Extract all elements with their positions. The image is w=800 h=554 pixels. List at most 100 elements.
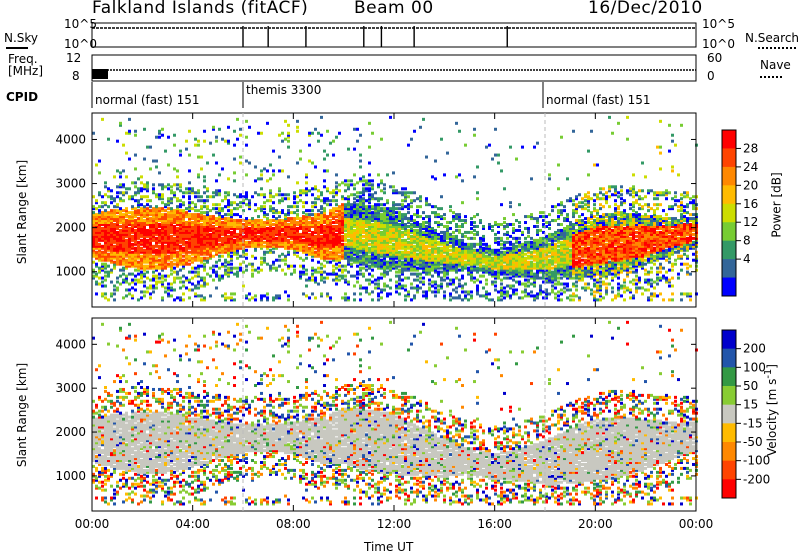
- power-cell: [227, 177, 230, 180]
- power-cell: [209, 215, 212, 218]
- power-cell: [173, 288, 176, 291]
- power-cell: [245, 269, 248, 272]
- power-cell: [257, 267, 260, 270]
- power-cell: [263, 245, 266, 248]
- power-cell: [212, 191, 215, 194]
- power-cell: [110, 195, 113, 198]
- power-cell: [200, 265, 203, 268]
- power-cell: [176, 197, 179, 200]
- power-cell: [143, 294, 146, 297]
- power-cell: [227, 209, 230, 212]
- power-cell: [176, 169, 179, 172]
- power-cell: [140, 271, 143, 274]
- power-cell: [179, 296, 182, 299]
- power-cell: [140, 175, 143, 178]
- power-cell: [236, 267, 239, 270]
- power-cell: [143, 249, 146, 252]
- power-cell: [260, 257, 263, 260]
- power-cell: [233, 179, 236, 182]
- power-cell: [215, 140, 218, 143]
- power-cell: [131, 195, 134, 198]
- power-cell: [203, 257, 206, 260]
- power-cell: [95, 251, 98, 254]
- power-cell: [212, 154, 215, 157]
- power-cell: [230, 292, 233, 295]
- power-cell: [230, 255, 233, 258]
- plot-canvas: 1000200030004000 100020003000400000:00 04…: [0, 0, 800, 554]
- power-cell: [146, 290, 149, 293]
- power-cell: [185, 241, 188, 244]
- power-cell: [212, 203, 215, 206]
- power-cell: [149, 292, 152, 295]
- power-cell: [101, 281, 104, 284]
- power-cell: [263, 201, 266, 204]
- power-cell: [269, 249, 272, 252]
- power-cell: [260, 132, 263, 135]
- power-cell: [272, 296, 275, 299]
- power-cell: [179, 245, 182, 248]
- power-cell: [119, 175, 122, 178]
- power-cell: [197, 144, 200, 147]
- power-cell: [179, 199, 182, 202]
- power-cell: [257, 271, 260, 274]
- power-cell: [173, 134, 176, 137]
- power-cell: [128, 187, 131, 190]
- power-cell: [101, 285, 104, 288]
- power-cell: [203, 211, 206, 214]
- power-cell: [239, 205, 242, 208]
- power-cell: [134, 154, 137, 157]
- power-cell: [191, 267, 194, 270]
- power-cell: [167, 255, 170, 258]
- power-cell: [197, 189, 200, 192]
- power-cell: [224, 217, 227, 220]
- power-cell: [182, 259, 185, 262]
- power-cell: [266, 263, 269, 266]
- power-cell: [185, 191, 188, 194]
- power-cell: [116, 277, 119, 280]
- power-cell: [185, 286, 188, 289]
- power-cell: [269, 189, 272, 192]
- power-cell: [233, 158, 236, 161]
- power-cell: [203, 130, 206, 133]
- power-cell: [191, 271, 194, 274]
- power-cell: [215, 261, 218, 264]
- power-cell: [95, 292, 98, 295]
- power-cell: [215, 203, 218, 206]
- power-cell: [206, 211, 209, 214]
- power-cell: [215, 189, 218, 192]
- power-cell: [125, 294, 128, 297]
- power-cell: [125, 275, 128, 278]
- power-cell: [221, 237, 224, 240]
- power-cell: [212, 279, 215, 282]
- power-cell: [236, 257, 239, 260]
- power-cell: [119, 183, 122, 186]
- power-cell: [248, 199, 251, 202]
- power-cell: [260, 173, 263, 176]
- power-cell: [167, 283, 170, 286]
- power-cell: [185, 187, 188, 190]
- power-cell: [218, 173, 221, 176]
- power-cell: [119, 191, 122, 194]
- power-cell: [134, 167, 137, 170]
- power-cell: [245, 257, 248, 260]
- power-cell: [119, 269, 122, 272]
- power-cell: [173, 225, 176, 228]
- power-cell: [194, 209, 197, 212]
- power-cell: [173, 167, 176, 170]
- power-cell: [113, 292, 116, 295]
- power-cell: [134, 207, 137, 210]
- power-cell: [134, 247, 137, 250]
- power-cell: [125, 187, 128, 190]
- power-cell: [137, 199, 140, 202]
- power-cell: [212, 225, 215, 228]
- power-cell: [179, 189, 182, 192]
- power-cell: [155, 136, 158, 139]
- power-cell: [194, 271, 197, 274]
- power-cell: [158, 223, 161, 226]
- power-cell: [161, 183, 164, 186]
- power-cell: [257, 215, 260, 218]
- power-cell: [188, 271, 191, 274]
- power-cell: [236, 203, 239, 206]
- power-cell: [236, 138, 239, 141]
- power-cell: [197, 271, 200, 274]
